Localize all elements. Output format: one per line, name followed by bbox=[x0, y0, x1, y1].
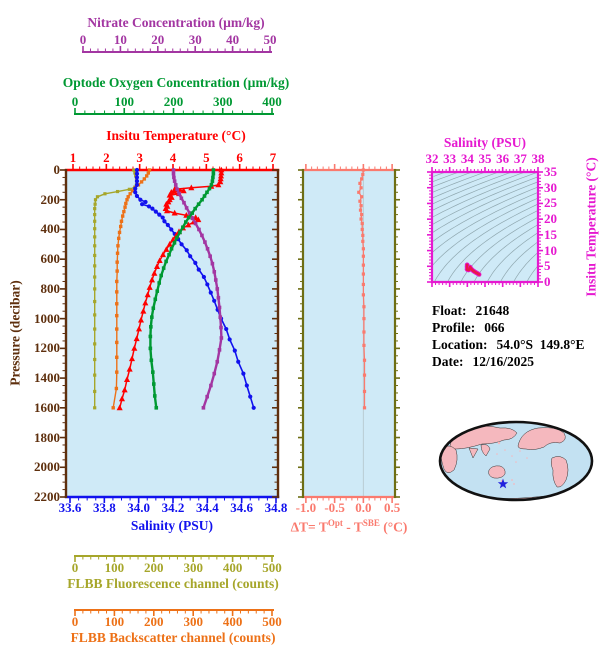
delta-panel-background bbox=[303, 170, 395, 497]
oxygen-axis-title: Optode Oxygen Concentration (µm/kg) bbox=[62, 75, 290, 90]
ts-temperature-axis-title: Insitu Temperature (°C) bbox=[583, 157, 599, 297]
ts-salinity-axis-title: Salinity (PSU) bbox=[443, 135, 527, 150]
deltaT-curve bbox=[357, 168, 367, 410]
date-line: Date: 12/16/2025 bbox=[432, 354, 534, 369]
oxygen-curve bbox=[148, 168, 216, 410]
nitrate-axis-title: Nitrate Concentration (µm/kg) bbox=[87, 15, 265, 30]
pressure-axis-title: Pressure (decibar) bbox=[7, 280, 23, 386]
temperature-axis-title: Insitu Temperature (°C) bbox=[106, 128, 246, 143]
location-line: Location: 54.0°S 149.8°E bbox=[432, 337, 585, 352]
float-location-star-icon bbox=[497, 478, 509, 489]
float-id-line: Float: 21648 bbox=[432, 303, 510, 318]
map-outline bbox=[438, 420, 594, 502]
ts-scatter bbox=[464, 262, 482, 277]
salinity-axis-title: Salinity (PSU) bbox=[130, 518, 214, 533]
fluorescence-axis-title: FLBB Fluorescence channel (counts) bbox=[67, 576, 279, 591]
ts-isopycnal-contours bbox=[432, 172, 538, 282]
world-map bbox=[438, 420, 594, 502]
deltaT-axis-title: ΔT= TOpt - TSBE (°C) bbox=[290, 518, 408, 535]
profile-line: Profile: 066 bbox=[432, 320, 505, 335]
backscatter-axis-title: FLBB Backscatter channel (counts) bbox=[70, 630, 276, 645]
main-plot-background bbox=[66, 170, 278, 497]
nitrate-curve bbox=[171, 168, 224, 410]
